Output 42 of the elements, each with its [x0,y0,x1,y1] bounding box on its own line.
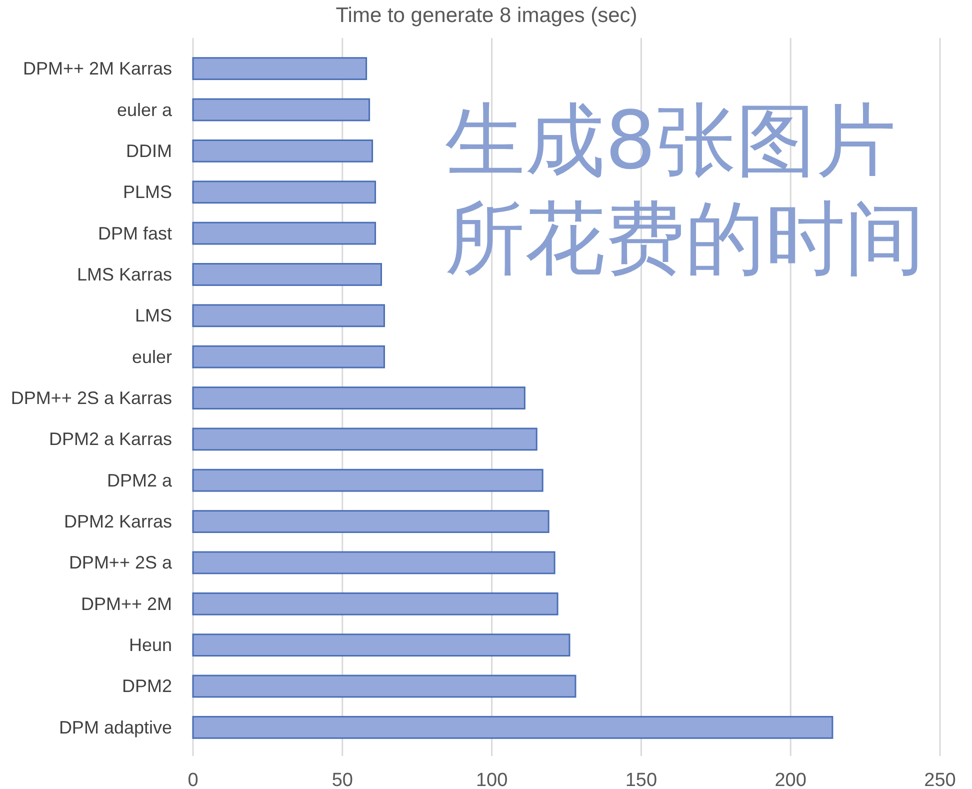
x-tick-label: 0 [188,770,198,789]
bar [192,222,376,245]
y-tick-label: DPM2 a Karras [48,429,172,450]
bar [192,716,834,739]
y-tick-label: DDIM [126,140,172,161]
y-tick-label: DPM fast [98,223,172,244]
y-tick-label: DPM++ 2M Karras [22,58,172,79]
bar [192,345,385,368]
bar [192,634,570,657]
bar [192,304,385,328]
bar [192,551,556,574]
x-tick-label: 100 [476,770,508,789]
y-tick-label: LMS Karras [76,264,172,284]
bar [192,468,544,492]
y-tick-label: euler a [116,100,173,120]
y-tick-label: DPM2 [122,676,172,696]
bar [192,386,526,410]
bar [192,263,382,286]
x-tick-label: 200 [774,770,806,789]
x-tick-label: 150 [625,770,658,789]
bar [192,428,538,451]
y-tick-label: PLMS [122,182,172,202]
chart-title: Time to generate 8 images (sec) [336,4,638,27]
bar [192,57,368,80]
bar [192,592,558,616]
y-tick-label: DPM2 a [106,470,173,490]
y-tick-label: euler [132,346,172,367]
bar [192,180,376,204]
y-tick-label: LMS [134,306,172,326]
y-tick-label: DPM++ 2M [80,594,172,614]
bar [192,674,576,698]
bar [192,510,550,533]
y-tick-label: DPM++ 2S a Karras [10,388,172,408]
y-tick-label: DPM2 Karras [64,512,172,532]
bar [192,98,370,122]
bar [192,139,374,162]
annotation: 生成8张图片所花费的时间 [445,93,926,287]
y-tick-label: Heun [128,635,172,656]
x-tick-label: 250 [924,770,956,789]
y-tick-label: DPM++ 2S a [68,552,173,573]
y-tick-label: DPM adaptive [58,717,172,738]
x-tick-label: 50 [332,770,353,789]
